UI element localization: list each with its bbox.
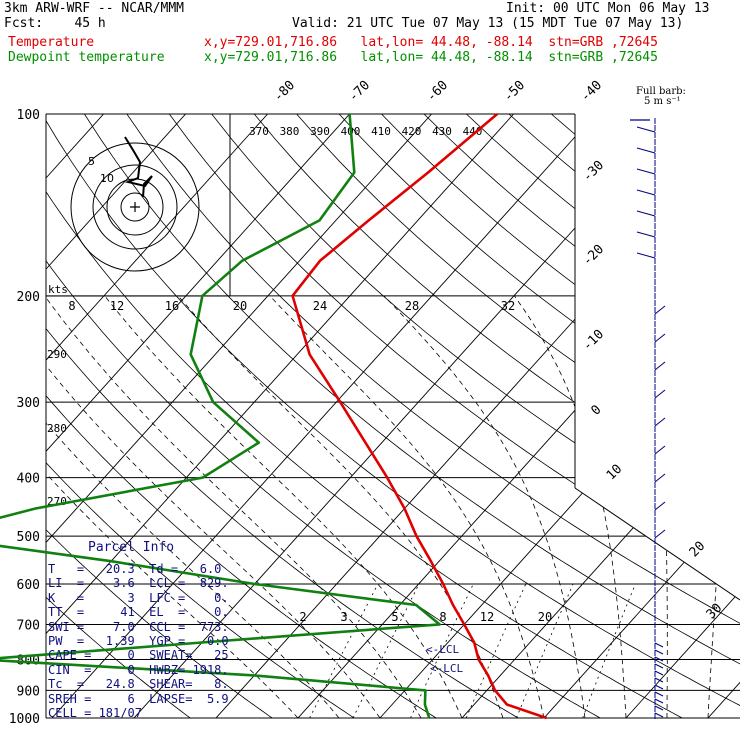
mixing-ratio-label: 12 (110, 299, 124, 313)
isotherm-label: -80 (271, 78, 298, 105)
lcl-marker: <-LCL (426, 643, 459, 657)
parcel-row: SREH = 6 LAPSE= 5.9 (48, 692, 408, 706)
theta-label: 380 (280, 125, 300, 138)
dry-adiabat (382, 114, 740, 731)
wind-barb-flag (655, 502, 665, 510)
wind-barb-flag (655, 474, 665, 482)
moist-adiabat (634, 296, 667, 718)
isotherm-line (614, 114, 740, 731)
parcel-info-title: Parcel Info (88, 540, 174, 555)
parcel-row: TT = 41 EL = 0. (48, 605, 408, 619)
parcel-row: SWI = 7.0 CCL = 773. (48, 620, 408, 634)
parcel-row: PW = 1.39 YGP = 0.0 (48, 634, 408, 648)
theta-label: 390 (310, 125, 330, 138)
theta-side-label: 290 (47, 348, 67, 361)
mixing-ratio-label: 24 (313, 299, 327, 313)
wind-barb-flag (655, 530, 665, 538)
mixing-ratio-label: 8 (439, 610, 446, 624)
wind-barbs (630, 118, 665, 719)
parcel-row: CELL = 181/07 (48, 706, 408, 720)
pressure-tick-label: 1000 (9, 712, 40, 727)
hodograph-units: kts (48, 283, 68, 296)
theta-label: 370 (249, 125, 269, 138)
parcel-info: T = 20.3 Td = 6.0 LI = 3.6 LCL = 829. K … (48, 562, 408, 752)
isotherm-label: 30 (704, 601, 726, 623)
parcel-row: T = 20.3 Td = 6.0 (48, 562, 408, 576)
wind-barb-flag (655, 692, 663, 696)
isotherm-line (0, 114, 22, 731)
isotherm-line (368, 114, 740, 731)
mixing-ratio-label: 8 (68, 299, 75, 313)
pressure-tick-label: 300 (17, 396, 40, 411)
wind-barb-flag (655, 713, 663, 717)
lcl-marker-2: <-LCL (430, 662, 463, 676)
wind-barb-flag (637, 211, 655, 216)
wind-barb-flag (655, 664, 663, 668)
dry-adiabat (466, 114, 740, 731)
right-diagonal-line (575, 488, 740, 600)
pressure-tick-label: 700 (17, 618, 40, 633)
isotherm-label: -10 (580, 327, 607, 354)
parcel-row: K = 3 LFC = 0. (48, 591, 408, 605)
isotherm-line (696, 114, 740, 731)
wind-barb-flag (655, 446, 665, 454)
isotherm-line (450, 114, 740, 731)
pressure-tick-label: 900 (17, 684, 40, 699)
wind-barb-flag (655, 671, 663, 675)
parcel-row: CIN = 0 HWBZ= 1918. (48, 663, 408, 677)
pressure-tick-label: 100 (17, 108, 40, 123)
wind-barb-flag (655, 643, 663, 647)
wind-barb-flag (655, 650, 663, 654)
wind-barb-flag (655, 334, 665, 342)
wind-barb-flag (655, 362, 665, 370)
hodograph: 5 10 (71, 137, 199, 271)
theta-label: 430 (432, 125, 452, 138)
parcel-row: CAPE = 0 SWEAT= 25 (48, 648, 408, 662)
pressure-tick-label: 200 (17, 290, 40, 305)
mixing-ratio-label: 28 (405, 299, 419, 313)
wind-barb-flag (637, 148, 655, 153)
isotherm-label: -60 (424, 78, 451, 105)
pressure-tick-label: 500 (17, 530, 40, 545)
wind-barb-flag (637, 190, 655, 195)
parcel-row: LI = 3.6 LCL = 829. (48, 576, 408, 590)
parcel-row: Tc = 24.8 SHEAR= 8. (48, 677, 408, 691)
wind-barb-flag (655, 390, 665, 398)
dry-adiabat (509, 114, 740, 731)
mixing-ratio-label: 16 (165, 299, 179, 313)
hodograph-ring-label: 5 (88, 155, 95, 168)
dry-adiabat (551, 114, 740, 731)
mixing-ratio-label: 20 (538, 610, 552, 624)
pressure-tick-label: 400 (17, 472, 40, 487)
isotherm-label: -50 (501, 78, 528, 105)
wind-barb-flag (637, 253, 655, 258)
mixing-ratio-label: 32 (501, 299, 515, 313)
isotherm-label: 20 (687, 539, 709, 561)
wind-barb-flag (655, 306, 665, 314)
mixing-ratio-label: 20 (233, 299, 247, 313)
wind-barb-flag (637, 232, 655, 237)
isotherm-label: 0 (588, 402, 604, 418)
hodograph-ring-label: 10 (100, 172, 114, 185)
isotherm-label: -20 (580, 242, 607, 269)
mixing-ratio-line (583, 584, 636, 718)
theta-label: 410 (371, 125, 391, 138)
wind-barb-flag (655, 699, 663, 703)
hodograph-center (130, 202, 140, 212)
wind-barb-flag (637, 127, 655, 132)
isotherm-label: -40 (578, 78, 605, 105)
pressure-tick-label: 600 (17, 578, 40, 593)
wind-barb-flag (637, 169, 655, 174)
isotherm-label: -70 (346, 78, 373, 105)
wind-barb-flag (655, 418, 665, 426)
moist-adiabat (708, 296, 728, 718)
mixing-ratio-label: 12 (480, 610, 494, 624)
theta-label: 420 (402, 125, 422, 138)
isotherm-label: 10 (604, 462, 626, 484)
isotherm-label: -30 (580, 158, 607, 185)
wind-barb-flag (655, 685, 663, 689)
dry-adiabat (636, 114, 740, 731)
theta-side-label: 280 (47, 422, 67, 435)
